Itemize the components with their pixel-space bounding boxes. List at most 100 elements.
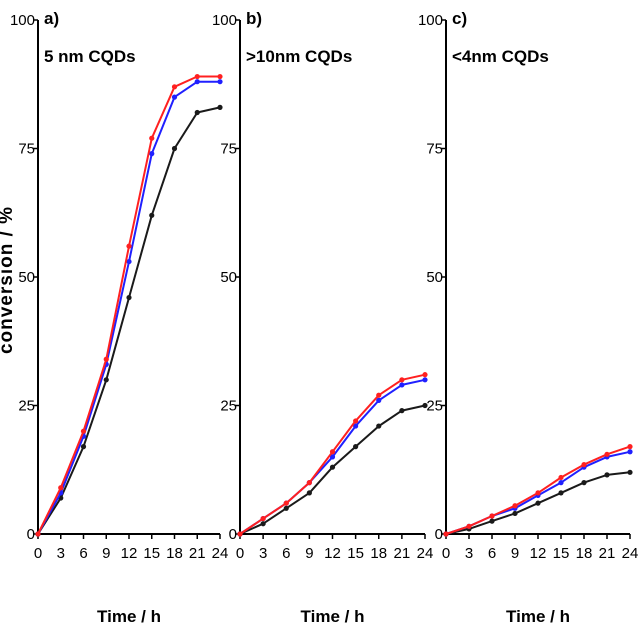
series-line	[37, 80, 220, 535]
y-tick-label: 0	[27, 526, 35, 543]
x-tick-label: 21	[189, 545, 206, 562]
y-tick-label: 75	[18, 141, 35, 158]
panel-title: >10nm CQDs	[246, 47, 352, 66]
x-tick-label: 3	[465, 545, 473, 562]
x-tick-label: 3	[259, 545, 267, 562]
x-tick-label: 24	[212, 545, 229, 562]
data-point	[627, 469, 633, 475]
data-point	[306, 490, 312, 496]
data-point	[260, 515, 266, 522]
y-tick-label: 0	[435, 526, 443, 543]
x-tick-label: 18	[370, 545, 387, 562]
data-point	[466, 523, 472, 529]
x-tick-label: 12	[324, 545, 341, 562]
data-point	[103, 377, 109, 383]
y-tick-label: 75	[220, 141, 237, 158]
x-tick-label: 18	[166, 545, 183, 562]
x-tick-label: 6	[79, 545, 87, 562]
data-point	[329, 464, 336, 470]
data-point	[422, 402, 428, 409]
data-point	[58, 485, 64, 491]
y-tick-label: 25	[18, 398, 35, 415]
y-tick-label: 100	[10, 12, 35, 29]
series-line	[37, 75, 220, 535]
y-tick-label: 0	[229, 526, 237, 543]
data-point	[126, 258, 132, 265]
y-tick-label: 75	[426, 141, 443, 158]
data-point	[376, 423, 382, 429]
y-tick-label: 25	[426, 398, 443, 415]
x-axis-label: Time / h	[301, 607, 365, 626]
data-point	[283, 505, 289, 511]
data-point	[329, 449, 336, 455]
data-point	[399, 377, 405, 383]
panel-title: 5 nm CQDs	[44, 47, 136, 66]
data-point	[35, 531, 41, 537]
x-tick-label: 9	[305, 545, 313, 562]
y-tick-label: 50	[426, 269, 443, 286]
data-point	[283, 500, 289, 506]
data-point	[194, 79, 200, 85]
data-point	[558, 480, 564, 486]
x-tick-label: 6	[488, 545, 496, 562]
data-point	[353, 423, 359, 429]
x-axis-label: Time / h	[97, 607, 161, 626]
data-point	[489, 513, 495, 519]
data-point	[512, 503, 518, 509]
data-point	[126, 294, 132, 301]
data-point	[306, 480, 312, 486]
data-point	[581, 480, 587, 486]
data-point	[353, 418, 359, 424]
x-tick-label: 15	[347, 545, 364, 562]
data-point	[627, 449, 633, 455]
x-tick-label: 24	[622, 545, 639, 562]
panel-letter: c)	[452, 9, 467, 28]
data-point	[604, 472, 610, 478]
data-point	[149, 135, 155, 141]
y-tick-label: 100	[418, 12, 443, 29]
data-point	[581, 462, 587, 468]
panel-letter: b)	[246, 9, 262, 28]
x-tick-label: 15	[143, 545, 160, 562]
data-point	[103, 356, 109, 362]
data-point	[126, 243, 132, 249]
data-point	[260, 521, 266, 527]
data-point	[376, 392, 382, 398]
data-point	[80, 444, 87, 450]
data-point	[558, 490, 564, 496]
y-tick-label: 50	[220, 269, 237, 286]
data-point	[627, 444, 633, 450]
y-tick-label: 25	[220, 398, 237, 415]
data-point	[217, 79, 223, 85]
panel-letter: a)	[44, 9, 59, 28]
data-point	[80, 428, 87, 434]
x-tick-label: 6	[282, 545, 290, 562]
x-tick-label: 21	[394, 545, 411, 562]
x-tick-label: 21	[599, 545, 616, 562]
data-point	[443, 531, 449, 537]
data-point	[512, 510, 518, 517]
data-point	[535, 490, 541, 496]
data-point	[353, 444, 359, 450]
x-axis-label: Time / h	[506, 607, 570, 626]
data-point	[237, 531, 243, 537]
series-line	[37, 106, 221, 535]
data-point	[194, 73, 200, 80]
x-tick-label: 0	[442, 545, 450, 562]
x-tick-label: 9	[511, 545, 519, 562]
x-tick-label: 12	[530, 545, 547, 562]
data-point	[149, 151, 155, 157]
data-point	[329, 454, 336, 460]
x-tick-label: 3	[57, 545, 65, 562]
x-tick-label: 18	[576, 545, 593, 562]
data-point	[489, 518, 495, 524]
data-point	[194, 109, 200, 116]
x-tick-label: 24	[417, 545, 434, 562]
data-point	[399, 382, 405, 388]
data-point	[217, 104, 223, 110]
data-point	[376, 397, 382, 403]
